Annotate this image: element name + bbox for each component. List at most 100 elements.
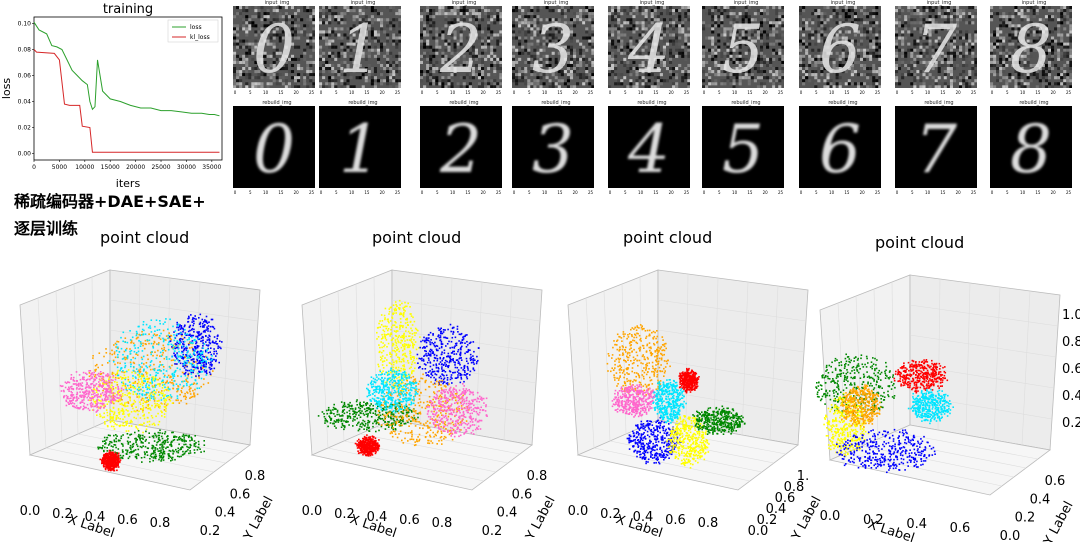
cell-tick-label: 0: [421, 190, 424, 195]
scatter-point: [176, 352, 178, 354]
scatter-point: [121, 403, 123, 405]
scatter-point: [407, 440, 409, 442]
scatter-point: [405, 336, 407, 338]
scatter-point: [386, 339, 388, 341]
scatter-point: [396, 417, 398, 419]
cell-tick-label: 25: [971, 90, 977, 95]
scatter-point: [347, 407, 349, 409]
scatter-point: [332, 409, 334, 411]
scatter-point: [445, 345, 447, 347]
scatter-point: [387, 423, 389, 425]
scatter-point: [155, 392, 157, 394]
scatter-point: [450, 395, 452, 397]
scatter-point: [78, 388, 80, 390]
scatter-point: [162, 438, 164, 440]
scatter-point: [384, 357, 386, 359]
scatter-point: [459, 334, 461, 336]
scatter-point: [153, 391, 155, 393]
scatter-point: [213, 351, 215, 353]
scatter-point: [168, 335, 170, 337]
scatter-point: [471, 419, 473, 421]
scatter-point: [434, 345, 436, 347]
scatter-point: [404, 369, 406, 371]
scatter-point: [417, 391, 419, 393]
scatter-point: [401, 325, 403, 327]
scatter-point: [459, 390, 461, 392]
scatter-point: [186, 383, 188, 385]
scatter-point: [165, 431, 167, 433]
scatter-point: [433, 406, 435, 408]
scatter-point: [106, 390, 108, 392]
scatter-point: [450, 324, 452, 326]
cell-tick-label: 25: [1066, 190, 1072, 195]
scatter-point: [118, 409, 120, 411]
scatter-point: [144, 378, 146, 380]
scatter-point: [113, 414, 115, 416]
scatter-point: [352, 410, 354, 412]
scatter-point: [408, 347, 410, 349]
scatter-point: [88, 386, 90, 388]
scatter-point: [100, 447, 102, 449]
scatter-point: [447, 379, 449, 381]
cell-tick-label: 20: [956, 90, 962, 95]
scatter-point: [343, 429, 345, 431]
scatter-point: [459, 410, 461, 412]
scatter-point: [143, 333, 145, 335]
scatter-point: [401, 303, 403, 305]
scatter-point: [99, 403, 101, 405]
scatter-point: [142, 384, 144, 386]
y-tick-label: 0.04: [18, 99, 32, 106]
scatter-point: [460, 435, 462, 437]
scatter-point: [93, 409, 95, 411]
scatter-point: [453, 391, 455, 393]
scatter-point: [378, 336, 380, 338]
scatter-point: [467, 344, 469, 346]
scatter-point: [141, 399, 143, 401]
scatter-point: [181, 381, 183, 383]
scatter-point: [413, 339, 415, 341]
scatter-point: [398, 307, 400, 309]
scatter-point: [193, 394, 195, 396]
scatter-point: [381, 338, 383, 340]
scatter-point: [163, 398, 165, 400]
scatter-point: [159, 329, 161, 331]
scatter-point: [366, 427, 368, 429]
scatter-point: [131, 342, 133, 344]
scatter-point: [209, 342, 211, 344]
scatter-point: [174, 340, 176, 342]
scatter-point: [122, 449, 124, 451]
scatter-point: [359, 410, 361, 412]
scatter-point: [420, 392, 422, 394]
x-tick-label: 10000: [75, 164, 94, 171]
scatter-point: [420, 401, 422, 403]
scatter-point: [429, 361, 431, 363]
digit-glyph: 2: [439, 111, 482, 188]
scatter-point: [395, 429, 397, 431]
scatter-point: [131, 434, 133, 436]
scatter-point: [125, 449, 127, 451]
scatter-point: [442, 410, 444, 412]
scatter-point: [109, 450, 111, 452]
scatter-point: [151, 379, 153, 381]
scatter-point: [474, 407, 476, 409]
scatter-point: [99, 416, 101, 418]
scatter-point: [408, 362, 410, 364]
scatter-point: [439, 400, 441, 402]
scatter-point: [381, 314, 383, 316]
scatter-point: [176, 347, 178, 349]
scatter-point: [186, 349, 188, 351]
scatter-point: [200, 367, 202, 369]
scatter-point: [192, 328, 194, 330]
scatter-point: [468, 349, 470, 351]
scatter-point: [213, 348, 215, 350]
scatter-point: [162, 387, 164, 389]
scatter-point: [143, 400, 145, 402]
scatter-point: [141, 409, 143, 411]
scatter-point: [461, 374, 463, 376]
scatter-point: [449, 362, 451, 364]
scatter-point: [439, 329, 441, 331]
scatter-point: [417, 441, 419, 443]
scatter-point: [441, 440, 443, 442]
scatter-point: [180, 456, 182, 458]
scatter-point: [449, 399, 451, 401]
